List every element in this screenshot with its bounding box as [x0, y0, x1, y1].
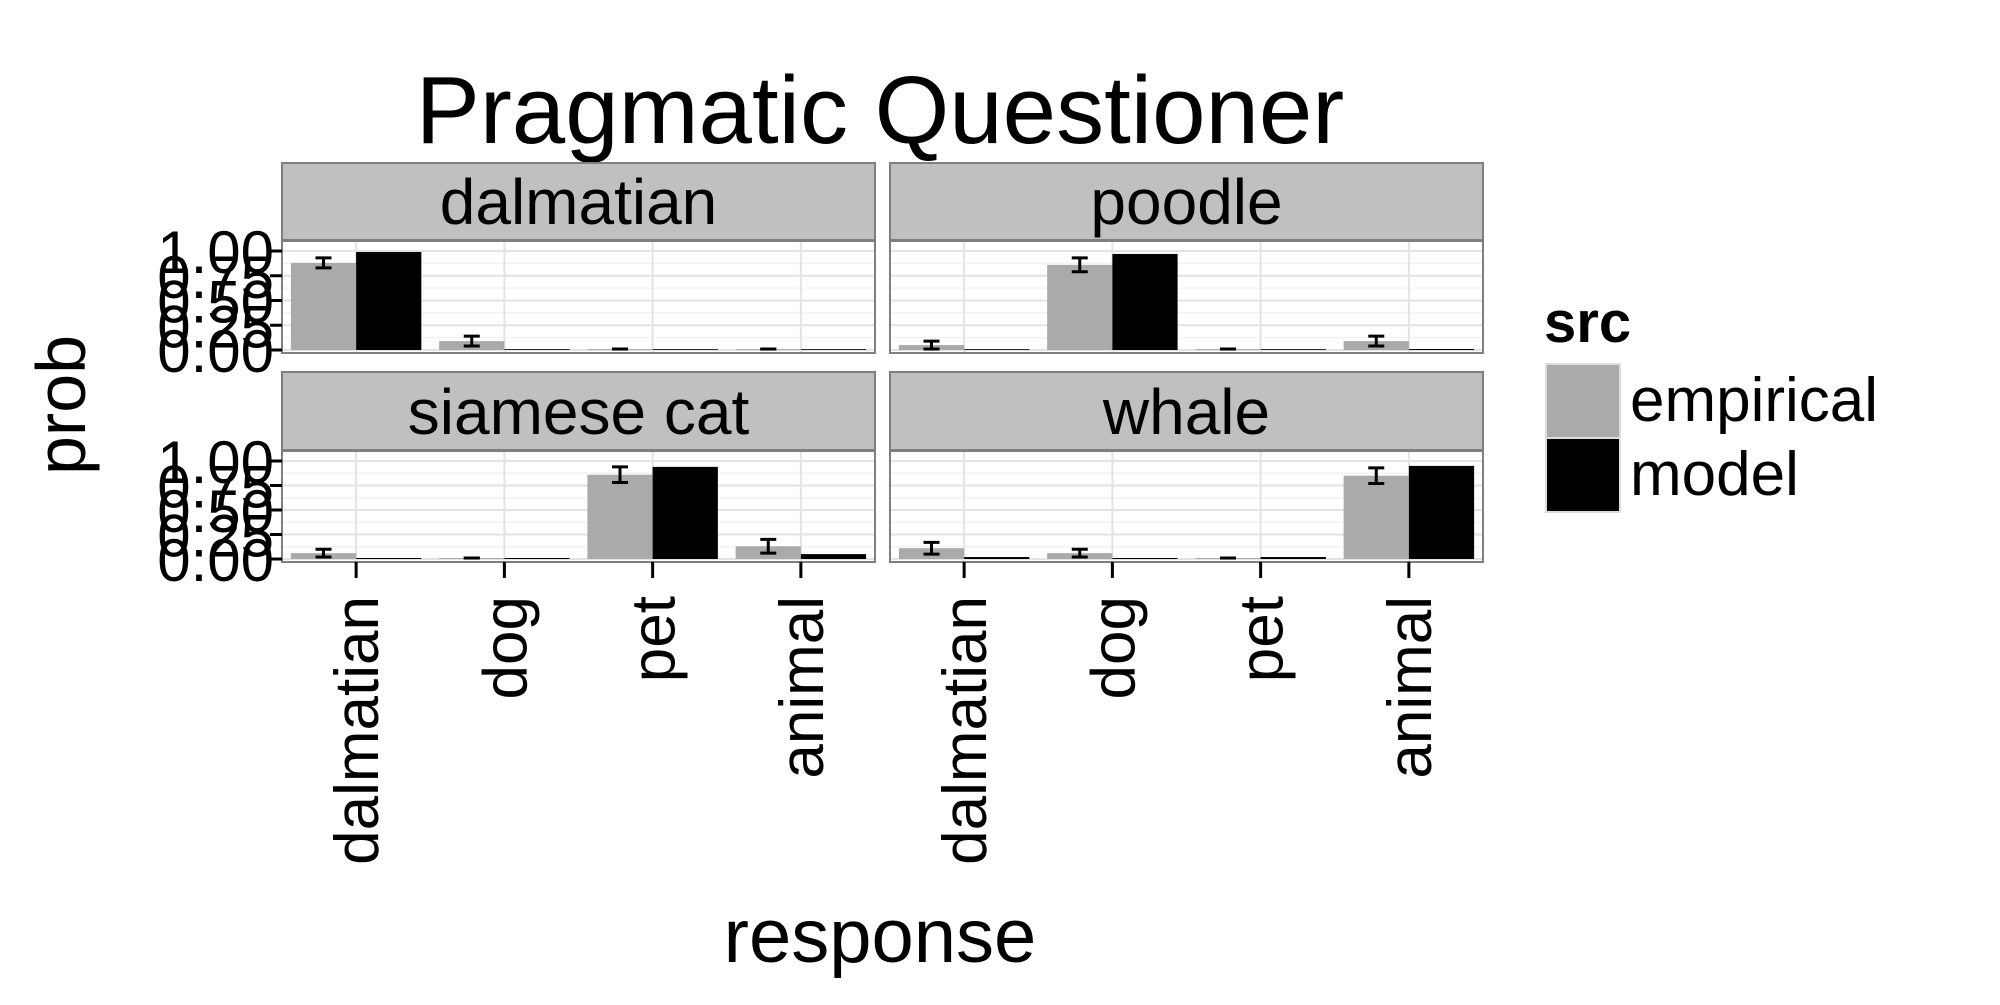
bar-model	[1112, 558, 1178, 559]
bar-model	[1408, 465, 1475, 559]
error-bar	[1368, 466, 1385, 486]
facet-strip	[889, 162, 1484, 241]
bar-empirical	[1343, 475, 1409, 559]
bar-model	[1408, 349, 1475, 350]
y-tick-label: 0.00	[157, 527, 274, 594]
bar-model	[1260, 557, 1326, 559]
bar-model	[1260, 349, 1326, 350]
error-bar	[760, 537, 777, 555]
error-bar	[1368, 334, 1385, 348]
legend-label: empirical	[1630, 366, 1878, 435]
error-bar	[463, 334, 480, 348]
x-tick-label: animal	[1376, 596, 1445, 779]
facet-panel: dalmatian 0.000.250.500.751.00	[157, 162, 876, 385]
legend-label: model	[1630, 440, 1799, 509]
bar-empirical	[290, 262, 357, 350]
facet-label: poodle	[1090, 166, 1282, 238]
panel-border	[889, 240, 1484, 354]
facet-panels: dalmatian0.000.250.500.751.00poodlesiame…	[157, 162, 1484, 865]
y-tick-label: 0.50	[157, 269, 274, 336]
x-tick-label: dalmatian	[931, 596, 1000, 865]
x-tick-label: dalmatian	[323, 596, 392, 865]
error-bar	[315, 547, 332, 559]
panel-border	[281, 450, 876, 563]
facet-label: siamese cat	[408, 376, 750, 448]
panel-border	[281, 240, 876, 354]
bar-model	[652, 349, 718, 350]
error-bar	[923, 339, 940, 351]
legend-key-empirical	[1545, 363, 1621, 439]
y-tick-label: 0.25	[157, 503, 274, 570]
y-tick-label: 1.00	[157, 219, 274, 286]
panel-border	[889, 450, 1484, 563]
y-tick-label: 0.75	[157, 244, 274, 311]
bar-model	[800, 554, 867, 559]
facet-strip	[281, 371, 876, 451]
x-tick-label: dog	[471, 596, 540, 699]
bar-model	[504, 349, 570, 350]
bar-model	[356, 251, 422, 350]
facet-panel: siamese cat 0.000.250.500.751.00 dalmatian…	[157, 371, 876, 865]
legend-title: src	[1544, 290, 1631, 355]
bar-model	[964, 349, 1030, 350]
y-tick-label: 1.00	[157, 429, 274, 496]
x-axis-label: response	[724, 894, 1037, 979]
facet-strip	[281, 162, 876, 241]
panel-background	[890, 241, 1483, 353]
facet-label: whale	[1102, 376, 1270, 448]
chart-title: Pragmatic Questioner	[416, 57, 1344, 164]
panel-background	[282, 451, 875, 562]
facet-label: dalmatian	[440, 166, 718, 238]
x-tick-label: pet	[620, 596, 689, 682]
y-tick-label: 0.50	[157, 478, 274, 545]
error-bar	[1071, 547, 1088, 559]
x-tick-label: dog	[1079, 596, 1148, 699]
bar-model	[800, 349, 867, 350]
x-tick-label: animal	[768, 596, 837, 779]
legend-key-model	[1545, 437, 1621, 513]
bar-model	[652, 466, 718, 559]
bar-model	[964, 557, 1030, 559]
error-bar	[612, 465, 629, 485]
error-bar	[1071, 256, 1088, 274]
error-bar	[315, 256, 332, 270]
bar-model	[356, 558, 422, 559]
x-tick-label: pet	[1228, 596, 1297, 682]
y-tick-label: 0.25	[157, 293, 274, 360]
error-bar	[923, 540, 940, 556]
bar-empirical	[1047, 264, 1113, 350]
bar-empirical	[587, 474, 653, 559]
y-tick-label: 0.00	[157, 318, 274, 385]
facet-panel: whale dalmatian dog pet animal	[889, 371, 1484, 865]
y-axis-label: prob	[22, 335, 100, 475]
bar-model	[504, 558, 570, 559]
bar-model	[1112, 253, 1178, 350]
y-tick-label: 0.75	[157, 454, 274, 521]
facet-panel: poodle	[889, 162, 1484, 354]
facet-strip	[889, 371, 1484, 451]
